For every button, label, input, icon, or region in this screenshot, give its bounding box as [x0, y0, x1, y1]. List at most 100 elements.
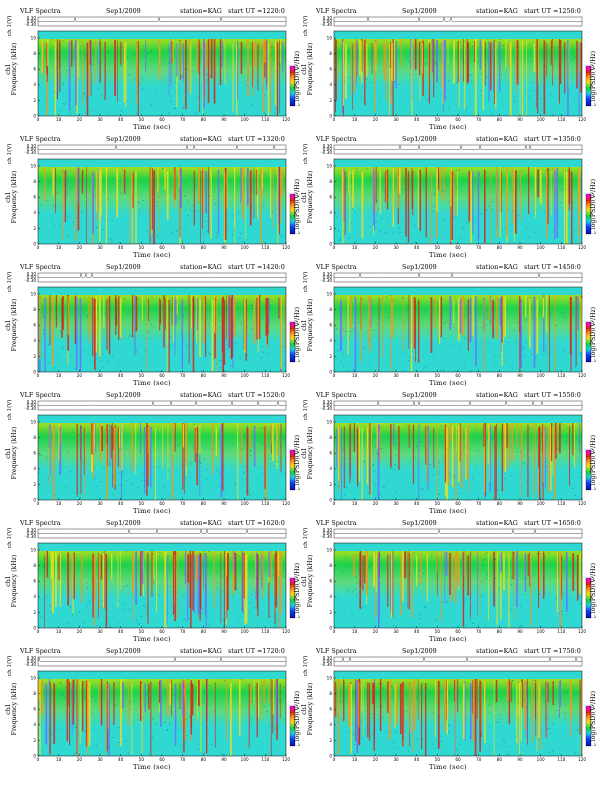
spectrogram-speckle [232, 444, 234, 446]
spectrogram-speckle [432, 743, 434, 745]
spectrogram-burst [241, 167, 244, 219]
frequency-y-label-unit: Frequency (kHz) [11, 554, 18, 608]
waveform-tick-label: 0.30 [27, 528, 37, 533]
frequency-tick-label: 8 [329, 563, 332, 568]
spectrogram-speckle [544, 64, 546, 66]
spectrogram-burst [568, 40, 570, 87]
spectrogram-burst [190, 554, 192, 628]
spectrogram-speckle [120, 448, 122, 450]
spectrogram-speckle [120, 195, 122, 197]
spectrogram-burst [41, 40, 43, 73]
spectrogram-burst [94, 423, 95, 449]
spectrogram-speckle [479, 106, 481, 108]
colorbar-tick-label: -3 [297, 743, 301, 747]
spectrogram-speckle [60, 87, 62, 89]
spectrogram-speckle [476, 356, 478, 358]
spectrogram-burst [141, 683, 143, 754]
spectrogram-speckle [148, 595, 150, 597]
spectrogram-burst [559, 681, 560, 718]
spectrogram-burst [556, 167, 559, 238]
spectrogram-speckle [419, 614, 421, 616]
colorbar-tick-label: 1 [593, 193, 595, 197]
spectrogram-speckle [405, 351, 407, 353]
spectrogram-speckle [91, 490, 93, 492]
spectrogram-speckle [466, 688, 468, 690]
spectrogram-speckle [438, 110, 440, 112]
spectrogram-speckle [109, 323, 111, 325]
spectrogram-background [334, 415, 582, 500]
spectrogram-burst [490, 170, 492, 244]
spectrogram-speckle [243, 77, 245, 79]
spectrogram-burst [202, 42, 204, 116]
spectrogram-speckle [192, 205, 194, 207]
spectrogram-speckle [350, 173, 352, 175]
spectrogram-speckle [118, 478, 120, 480]
spectrogram-burst [392, 168, 395, 227]
spectrogram-speckle [200, 340, 202, 342]
spectrogram-burst [274, 553, 276, 625]
spectrogram-speckle [372, 733, 374, 735]
time-tick-label: 80 [201, 501, 207, 506]
spectrogram-speckle [67, 212, 69, 214]
spectrogram-speckle [243, 357, 245, 359]
spectrogram-speckle [460, 601, 462, 602]
spectrogram-burst [277, 166, 279, 244]
spectrogram-burst [539, 426, 541, 500]
spectrogram-speckle [163, 174, 165, 175]
spectrogram-speckle [553, 300, 555, 301]
spectrogram-burst [146, 294, 148, 371]
spectrogram-speckle [165, 79, 167, 81]
spectrogram-speckle [96, 227, 98, 228]
spectrogram-speckle [422, 489, 424, 490]
spectrogram-speckle [481, 73, 483, 74]
spectrogram-speckle [548, 338, 550, 340]
spectrogram-speckle [465, 582, 467, 584]
spectrogram-speckle [452, 59, 454, 61]
spectrogram-speckle [559, 106, 561, 108]
spectrogram-speckle [369, 175, 371, 177]
spectrogram-speckle [451, 585, 453, 586]
spectrogram-speckle [48, 181, 50, 183]
spectrogram-speckle [246, 700, 248, 702]
spectrogram [334, 543, 582, 628]
spectrogram-burst [176, 294, 178, 315]
spectrogram-speckle [76, 217, 78, 219]
spectrogram-speckle [175, 553, 177, 555]
spectrogram-burst [57, 39, 59, 100]
spectrogram-speckle [434, 554, 436, 556]
spectrogram-speckle [570, 723, 572, 725]
spectrogram-speckle [525, 481, 528, 483]
spectrogram-speckle [386, 611, 388, 613]
frequency-y-label: ch1 Frequency (kHz) [5, 423, 18, 483]
spectrogram-speckle [227, 359, 229, 361]
spectrogram-burst [98, 552, 99, 618]
spectrogram-speckle [566, 65, 568, 66]
spectrogram-speckle [474, 181, 476, 183]
spectrogram-speckle [84, 89, 86, 90]
spectrogram-burst [575, 295, 576, 368]
panel-title: VLF Spectra [316, 135, 357, 143]
spectrogram [38, 159, 286, 244]
spectrogram-speckle [487, 318, 489, 320]
spectrogram-speckle [95, 197, 97, 199]
spectrogram-speckle [351, 222, 353, 224]
spectrogram-speckle [529, 449, 531, 451]
spectrogram-speckle [376, 200, 378, 201]
colorbar-tick-label: 1 [297, 65, 299, 69]
spectrogram-speckle [453, 586, 455, 588]
spectrogram-speckle [76, 607, 78, 609]
spectrogram-burst [205, 553, 207, 628]
spectrogram-speckle [165, 689, 167, 690]
spectrogram-speckle [158, 694, 160, 696]
spectrogram-speckle [270, 679, 272, 681]
spectrogram-speckle [234, 483, 236, 485]
spectrogram-speckle [232, 215, 235, 217]
spectrogram-speckle [193, 455, 195, 456]
spectrogram-top-band [38, 287, 286, 295]
spectrogram-speckle [52, 105, 54, 107]
spectrogram-top-band [334, 671, 582, 679]
time-tick-label: 10 [56, 501, 62, 506]
spectrogram-speckle [349, 331, 351, 332]
frequency-y-label-unit: Frequency (kHz) [11, 426, 18, 480]
spectrogram-speckle [478, 174, 480, 176]
